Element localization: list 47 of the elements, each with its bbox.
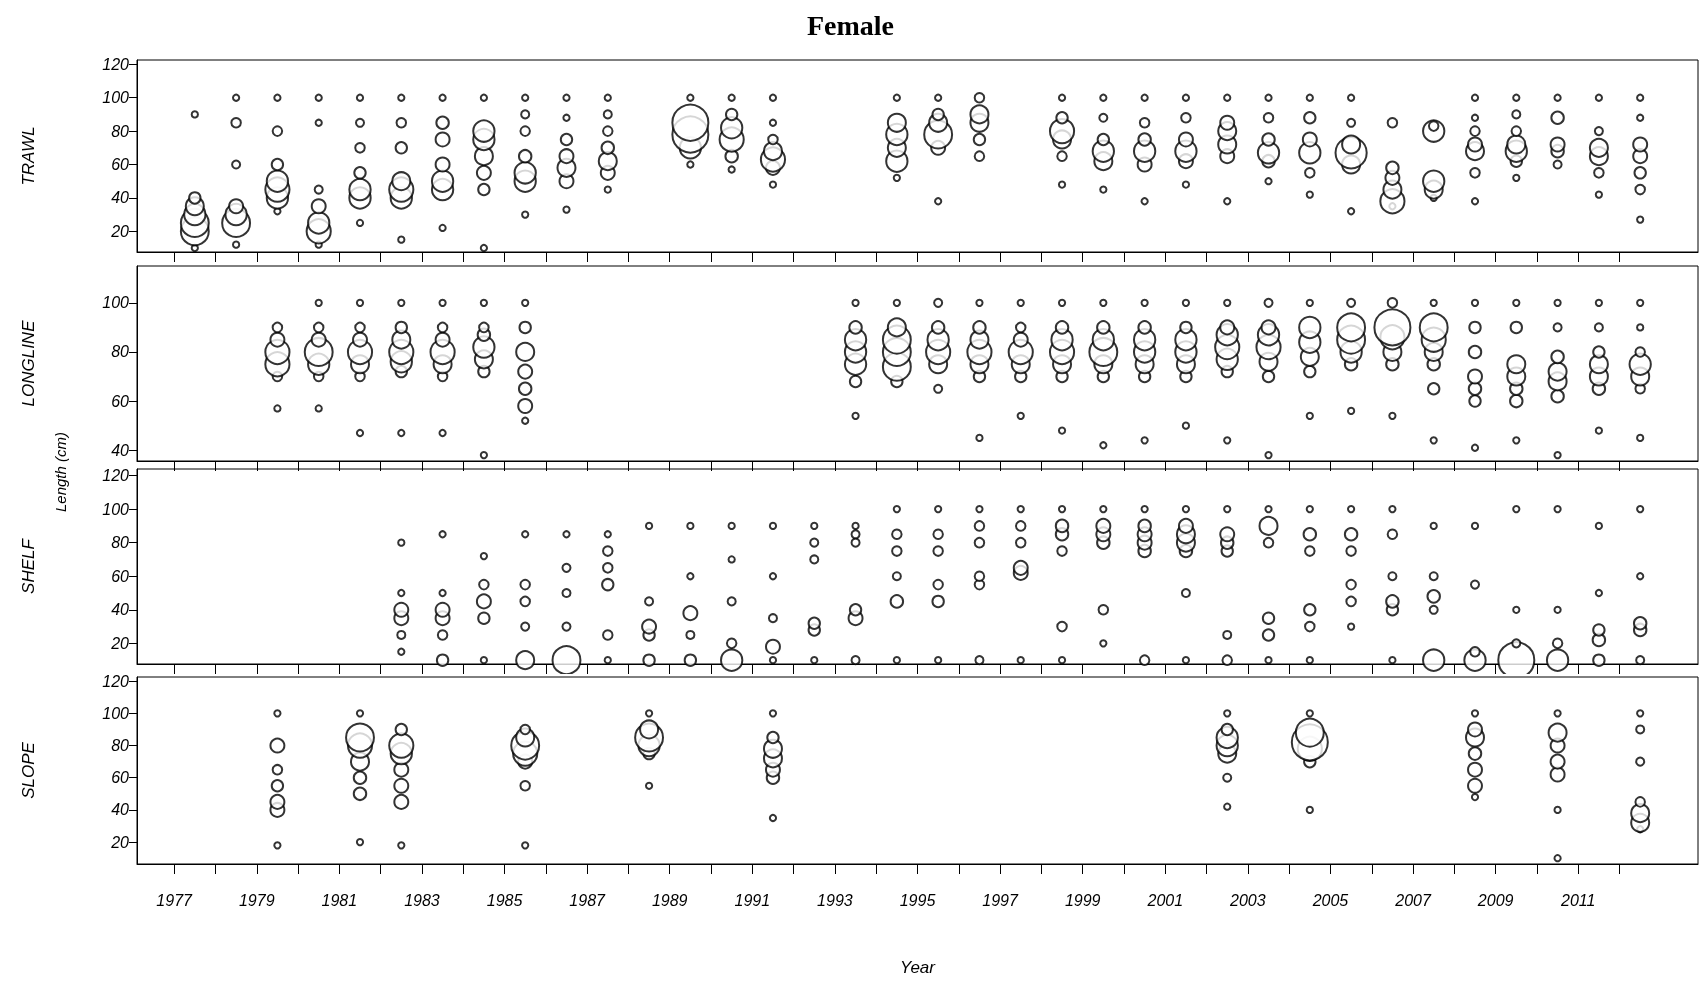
y-tick-label: 100 — [102, 500, 130, 518]
x-tick-label: 1983 — [404, 891, 440, 909]
y-tick-label: 40 — [111, 801, 130, 819]
y-tick-label: 80 — [111, 122, 130, 140]
y-tick-label: 120 — [102, 467, 130, 485]
y-tick-label: 60 — [111, 769, 130, 787]
x-tick-label: 2003 — [1229, 891, 1266, 909]
x-tick-label: 1993 — [817, 891, 853, 909]
x-tick-label: 1977 — [156, 891, 194, 909]
y-tick-label: 100 — [102, 704, 130, 722]
x-tick-label: 1989 — [651, 891, 688, 909]
x-tick-label: 1991 — [734, 891, 771, 909]
x-tick-label: 2005 — [1311, 891, 1349, 909]
x-tick-label: 1987 — [569, 891, 607, 909]
y-axis-title: SHELF — [19, 537, 38, 594]
y-tick-label: 100 — [102, 294, 130, 312]
x-tick-label: 2009 — [1476, 891, 1514, 909]
y-tick-label: 60 — [111, 567, 130, 585]
x-tick-label: 1999 — [1064, 891, 1101, 909]
y-axis-title: LONGLINE — [19, 319, 38, 407]
y-tick-label: 40 — [111, 189, 130, 207]
y-tick-label: 80 — [111, 343, 130, 361]
y-tick-label: 20 — [110, 634, 130, 652]
y-tick-label: 80 — [111, 534, 130, 552]
x-tick-label: 1985 — [486, 891, 523, 909]
x-tick-label: 2011 — [1560, 891, 1596, 909]
x-tick-label: 2001 — [1146, 891, 1184, 909]
x-tick-label: 1997 — [982, 891, 1019, 909]
y-tick-label: 60 — [111, 392, 130, 410]
x-tick-label: 1979 — [238, 891, 275, 909]
y-tick-label: 60 — [111, 156, 130, 174]
y-tick-label: 40 — [111, 601, 130, 619]
y-tick-label: 100 — [102, 89, 130, 107]
x-tick-label: 2007 — [1394, 891, 1432, 909]
y-tick-label: 20 — [110, 222, 130, 240]
text: Length (cm) — [51, 431, 69, 513]
chart-title: Female — [806, 9, 895, 41]
y-tick-label: 20 — [110, 833, 130, 851]
y-tick-label: 120 — [102, 672, 130, 690]
x-axis-title: Year — [900, 958, 937, 977]
y-tick-label: 120 — [102, 55, 130, 73]
y-tick-label: 40 — [111, 441, 130, 459]
x-tick-label: 1995 — [899, 891, 936, 909]
y-axis-title: SLOPE — [19, 741, 38, 799]
y-tick-label: 80 — [111, 737, 130, 755]
x-tick-label: 1981 — [321, 891, 358, 909]
y-axis-title: TRAWL — [19, 126, 38, 186]
